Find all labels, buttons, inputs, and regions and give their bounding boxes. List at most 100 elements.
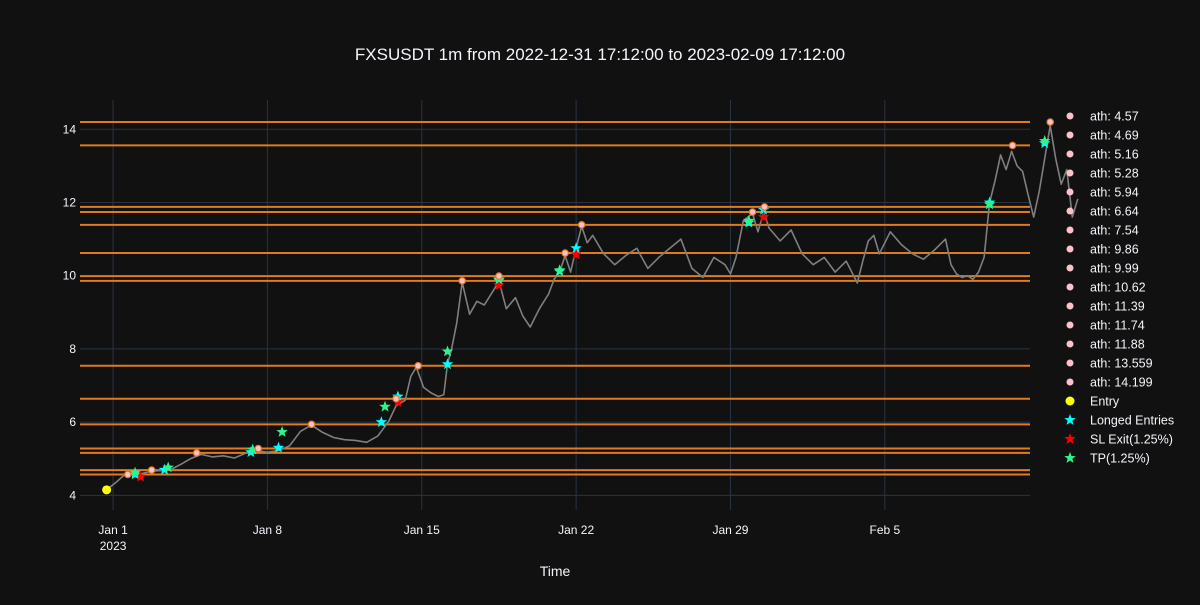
legend-item[interactable]: ath: 11.88: [1066, 338, 1145, 352]
legend-label: ath: 4.57: [1090, 110, 1139, 124]
ath-marker: [123, 470, 132, 479]
legend-item[interactable]: ath: 14.199: [1066, 376, 1153, 390]
legend-label: ath: 11.88: [1090, 338, 1145, 352]
ath-marker: [561, 249, 569, 257]
legend-label: ath: 5.28: [1090, 167, 1139, 181]
legend-marker: [1066, 264, 1074, 272]
tp-marker: [553, 264, 566, 276]
x-axis-title: Time: [540, 563, 571, 579]
legend-item[interactable]: Longed Entries: [1064, 414, 1174, 428]
legend-marker: [1066, 378, 1074, 386]
legend-item[interactable]: ath: 7.54: [1066, 224, 1139, 238]
x-tick-label: Jan 8: [253, 523, 283, 537]
legend-marker: [1066, 245, 1074, 253]
ath-marker: [254, 444, 263, 453]
legend-label: Entry: [1090, 395, 1120, 409]
legend-item[interactable]: ath: 5.94: [1066, 186, 1139, 200]
legend-label: ath: 7.54: [1090, 224, 1139, 238]
ath-marker: [1046, 118, 1055, 126]
ath-level-lines: [80, 121, 1030, 476]
legend-item[interactable]: SL Exit(1.25%): [1064, 433, 1173, 447]
legend-marker: [1066, 150, 1074, 158]
y-tick-label: 10: [63, 269, 77, 283]
longed-marker: [158, 463, 171, 475]
y-tick-label: 4: [69, 488, 76, 502]
trade-markers: [102, 118, 1055, 495]
legend-marker: [1066, 302, 1074, 310]
ath-marker: [748, 208, 757, 216]
x-tick-label: Jan 1: [98, 523, 128, 537]
ath-marker: [307, 420, 316, 429]
legend-label: ath: 5.94: [1090, 186, 1139, 200]
legend-label: ath: 5.16: [1090, 148, 1139, 162]
legend-label: SL Exit(1.25%): [1090, 433, 1173, 447]
sl-marker: [493, 279, 505, 291]
x-tick-label: Jan 22: [558, 523, 594, 537]
legend-item[interactable]: ath: 11.39: [1066, 300, 1145, 314]
longed-marker: [272, 441, 285, 453]
legend-item[interactable]: ath: 5.16: [1066, 148, 1139, 162]
longed-marker: [441, 358, 454, 370]
legend-item[interactable]: ath: 11.74: [1066, 319, 1145, 333]
legend-item[interactable]: Entry: [1065, 395, 1120, 409]
ath-marker: [147, 466, 156, 474]
x-tick-year-label: 2023: [100, 539, 127, 553]
ath-marker: [458, 277, 467, 285]
tp-marker: [983, 198, 996, 210]
y-tick-label: 14: [63, 122, 77, 136]
legend-label: ath: 9.99: [1090, 262, 1139, 276]
legend-item[interactable]: ath: 4.69: [1066, 129, 1139, 143]
x-tick-label: Jan 29: [712, 523, 748, 537]
sl-marker: [134, 470, 147, 482]
legend-item[interactable]: TP(1.25%): [1064, 452, 1150, 466]
legend-item[interactable]: ath: 9.99: [1066, 262, 1139, 276]
legend-marker: [1066, 359, 1074, 367]
tp-marker: [276, 426, 288, 437]
ath-marker: [577, 221, 586, 229]
y-axis: 4 6 8 10 12 14: [63, 122, 77, 502]
legend-label: ath: 9.86: [1090, 243, 1139, 257]
legend-label: ath: 11.74: [1090, 319, 1145, 333]
ath-marker: [495, 272, 503, 280]
entry-marker: [102, 485, 112, 495]
ath-marker: [414, 361, 422, 370]
legend-item[interactable]: ath: 9.86: [1066, 243, 1139, 257]
tp-marker: [1039, 135, 1051, 146]
y-tick-label: 12: [63, 196, 77, 210]
x-tick-label: Jan 15: [404, 523, 440, 537]
y-tick-label: 6: [69, 415, 76, 429]
sl-marker: [757, 211, 770, 222]
legend-marker: [1066, 131, 1074, 139]
legend-marker: [1066, 226, 1074, 234]
legend-item[interactable]: ath: 6.64: [1066, 205, 1139, 219]
legend-marker: [1066, 340, 1074, 348]
longed-marker: [375, 416, 388, 427]
tp-marker: [129, 466, 141, 478]
ath-marker: [1008, 141, 1017, 150]
legend-marker: [1066, 321, 1074, 329]
longed-marker: [570, 242, 582, 254]
legend-label: ath: 4.69: [1090, 129, 1139, 143]
legend-marker: [1066, 207, 1074, 215]
legend-label: Longed Entries: [1090, 414, 1174, 428]
legend-item[interactable]: ath: 5.28: [1066, 167, 1139, 181]
legend-item[interactable]: ath: 4.57: [1066, 110, 1139, 124]
legend-item[interactable]: ath: 13.559: [1066, 357, 1153, 371]
y-tick-label: 8: [69, 342, 76, 356]
ath-marker: [392, 394, 400, 403]
legend-marker: [1066, 188, 1074, 196]
legend-marker: [1064, 433, 1076, 444]
legend-item[interactable]: ath: 10.62: [1066, 281, 1146, 295]
tp-marker: [379, 400, 391, 412]
tp-marker: [162, 461, 174, 473]
legend[interactable]: ath: 4.57 ath: 4.69 ath: 5.16 ath: 5.28 ath:…: [1064, 110, 1174, 466]
legend-label: ath: 11.39: [1090, 300, 1145, 314]
sl-marker: [570, 248, 582, 260]
chart-title: FXSUSDT 1m from 2022-12-31 17:12:00 to 2…: [355, 45, 845, 64]
legend-marker: [1066, 169, 1074, 177]
legend-label: TP(1.25%): [1090, 452, 1150, 466]
ath-marker: [760, 203, 769, 211]
